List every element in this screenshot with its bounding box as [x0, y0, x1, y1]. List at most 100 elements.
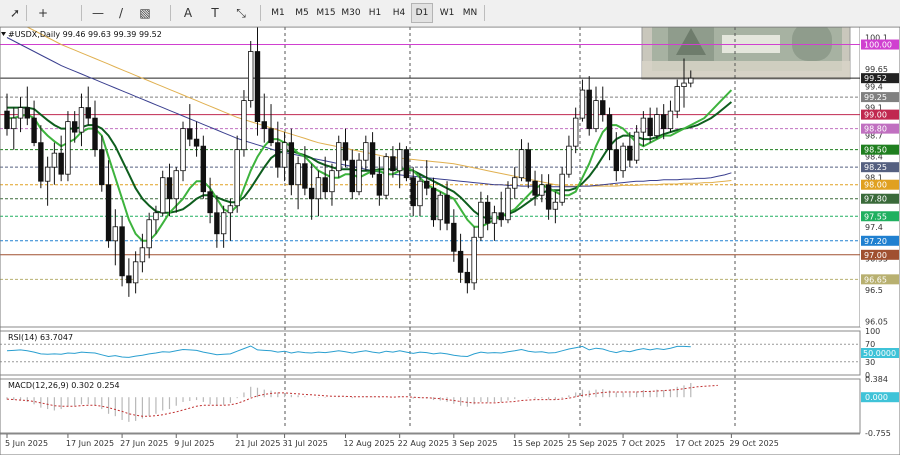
- candle[interactable]: [620, 142, 626, 178]
- text-label-icon[interactable]: T: [211, 6, 219, 20]
- candle[interactable]: [505, 181, 511, 224]
- candle[interactable]: [647, 107, 653, 143]
- candle[interactable]: [146, 212, 152, 259]
- candle[interactable]: [119, 216, 125, 287]
- candle[interactable]: [329, 163, 335, 206]
- timeframe-mn[interactable]: MN: [462, 8, 478, 18]
- candle[interactable]: [31, 100, 37, 147]
- candle[interactable]: [105, 160, 112, 248]
- candle[interactable]: [512, 167, 518, 199]
- candle[interactable]: [17, 97, 24, 133]
- candle[interactable]: [403, 146, 410, 182]
- candle[interactable]: [44, 156, 51, 206]
- candle[interactable]: [4, 93, 10, 136]
- candle[interactable]: [437, 191, 443, 231]
- timeframe-m15[interactable]: M15: [316, 8, 336, 18]
- candle[interactable]: [613, 132, 619, 182]
- candle[interactable]: [51, 142, 58, 185]
- candle[interactable]: [126, 258, 132, 297]
- candle[interactable]: [660, 104, 667, 140]
- candle[interactable]: [180, 121, 186, 182]
- candle[interactable]: [566, 135, 572, 178]
- candle[interactable]: [593, 86, 599, 133]
- candle[interactable]: [424, 160, 430, 196]
- candle[interactable]: [681, 58, 687, 108]
- candle[interactable]: [349, 149, 355, 199]
- timeframe-w1[interactable]: W1: [439, 8, 455, 18]
- candle[interactable]: [376, 156, 383, 206]
- candle[interactable]: [640, 111, 647, 147]
- candle[interactable]: [674, 79, 680, 119]
- candle[interactable]: [688, 70, 694, 88]
- candle[interactable]: [268, 104, 274, 147]
- candle[interactable]: [525, 142, 531, 189]
- candle[interactable]: [187, 104, 193, 147]
- candle[interactable]: [315, 170, 322, 217]
- candle[interactable]: [295, 156, 301, 210]
- candle[interactable]: [78, 93, 85, 147]
- candle[interactable]: [633, 125, 640, 164]
- channel-icon[interactable]: ▧: [139, 6, 151, 20]
- candle[interactable]: [451, 209, 457, 262]
- trendline-icon[interactable]: /: [118, 6, 124, 20]
- candle[interactable]: [241, 90, 247, 157]
- candle[interactable]: [153, 205, 159, 234]
- candle[interactable]: [572, 107, 579, 154]
- candle[interactable]: [193, 121, 200, 157]
- candle[interactable]: [654, 107, 660, 140]
- candle[interactable]: [234, 135, 240, 213]
- candle[interactable]: [65, 111, 71, 182]
- candle[interactable]: [248, 41, 254, 108]
- candle[interactable]: [85, 86, 91, 126]
- candle[interactable]: [302, 146, 308, 196]
- candle[interactable]: [308, 163, 315, 220]
- candle[interactable]: [11, 107, 17, 150]
- timeframe-m30[interactable]: M30: [341, 8, 361, 18]
- candle[interactable]: [356, 153, 362, 196]
- candle[interactable]: [627, 132, 633, 168]
- candle[interactable]: [261, 93, 267, 143]
- candle[interactable]: [72, 111, 78, 143]
- candle[interactable]: [336, 135, 342, 178]
- candle[interactable]: [518, 139, 525, 182]
- candle[interactable]: [464, 258, 471, 294]
- rsi-pane[interactable]: 100 70 30 0 50.0000 RSI(14) 63.7047: [0, 327, 899, 380]
- candle[interactable]: [606, 107, 613, 161]
- candle[interactable]: [471, 226, 477, 290]
- candle[interactable]: [160, 170, 166, 217]
- candle[interactable]: [254, 27, 261, 136]
- candle[interactable]: [288, 128, 295, 196]
- timeframe-d1[interactable]: D1: [411, 3, 433, 23]
- candle[interactable]: [444, 181, 450, 231]
- candle[interactable]: [532, 170, 538, 206]
- candle[interactable]: [173, 167, 179, 213]
- candle[interactable]: [112, 209, 119, 266]
- candle[interactable]: [545, 174, 552, 220]
- cursor-icon[interactable]: ➚: [9, 6, 21, 20]
- candle[interactable]: [410, 167, 416, 217]
- candle[interactable]: [430, 177, 437, 227]
- candle[interactable]: [579, 79, 586, 122]
- crosshair-icon[interactable]: +: [37, 6, 49, 20]
- candle[interactable]: [552, 191, 559, 224]
- candle[interactable]: [417, 174, 423, 217]
- candle[interactable]: [369, 132, 376, 178]
- candle[interactable]: [396, 142, 403, 189]
- collapse-arrow-icon[interactable]: [1, 32, 6, 36]
- candle[interactable]: [667, 100, 674, 133]
- candle[interactable]: [99, 135, 105, 192]
- candle[interactable]: [457, 233, 464, 283]
- chart-area[interactable]: 100.199.6599.499.2599.198.898.798.598.49…: [0, 27, 900, 455]
- text-tool-icon[interactable]: A: [183, 6, 193, 20]
- candle[interactable]: [281, 132, 288, 182]
- candle[interactable]: [539, 174, 545, 203]
- candle[interactable]: [478, 191, 484, 241]
- candle[interactable]: [383, 153, 389, 199]
- candle[interactable]: [38, 125, 44, 189]
- candle[interactable]: [207, 177, 213, 224]
- candle[interactable]: [498, 191, 504, 227]
- candle[interactable]: [214, 195, 220, 248]
- shapes-menu-icon[interactable]: ⤡: [236, 5, 246, 20]
- timeframe-h1[interactable]: H1: [368, 8, 382, 18]
